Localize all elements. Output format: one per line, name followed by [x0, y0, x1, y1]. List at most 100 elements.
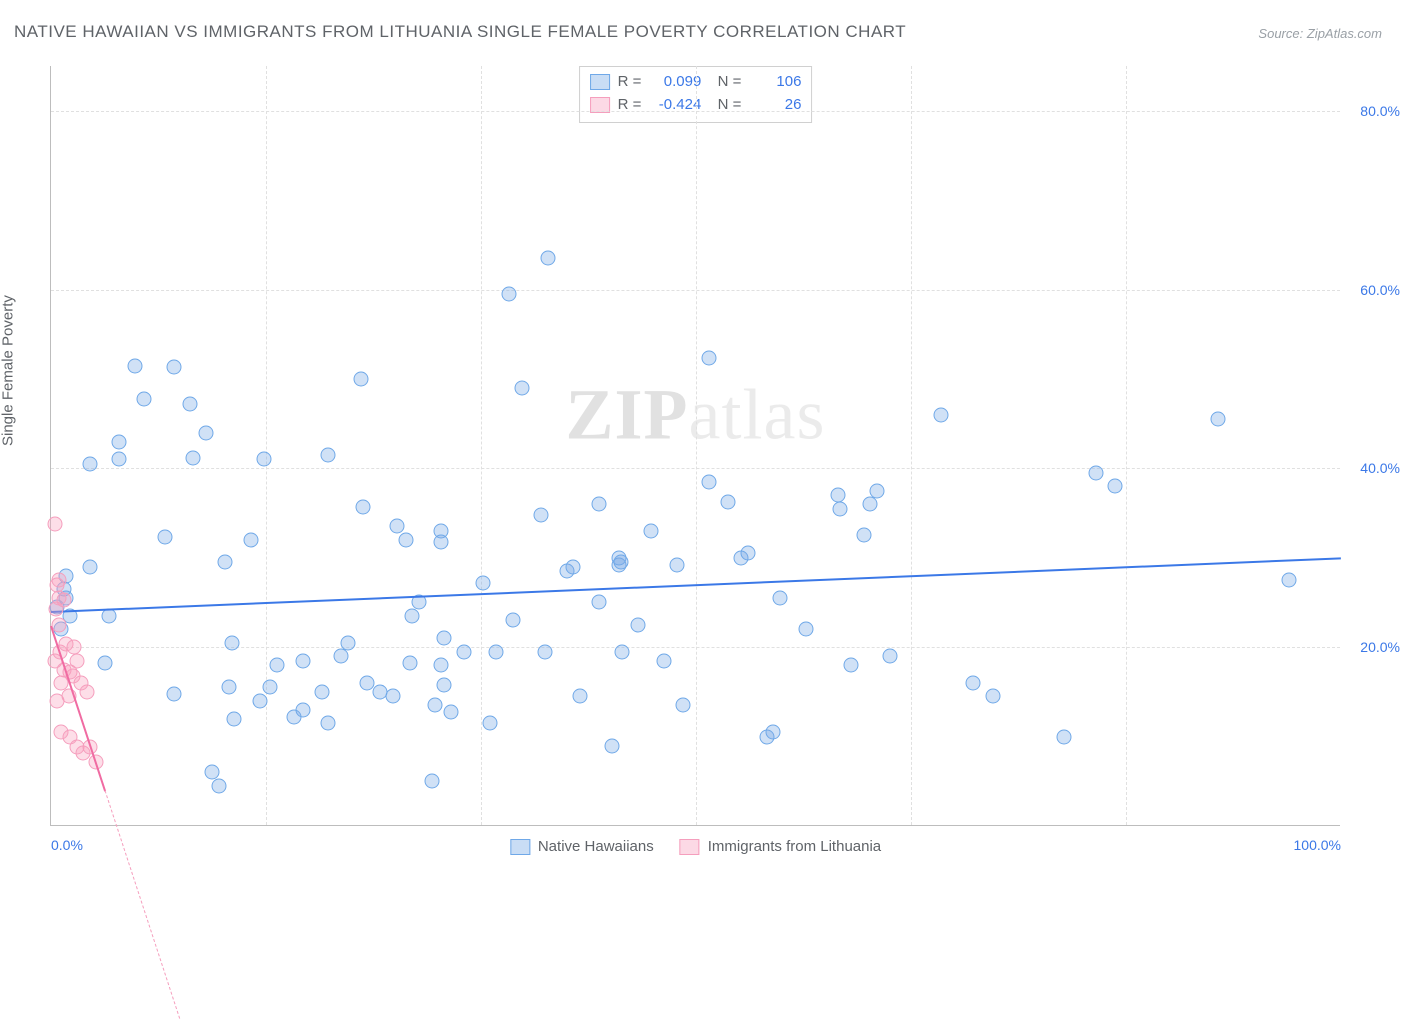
data-point — [605, 738, 620, 753]
watermark-light: atlas — [689, 375, 826, 455]
data-point — [69, 653, 84, 668]
data-point — [437, 631, 452, 646]
data-point — [656, 653, 671, 668]
data-point — [501, 287, 516, 302]
data-point — [437, 677, 452, 692]
data-point — [424, 774, 439, 789]
data-point — [572, 689, 587, 704]
data-point — [340, 635, 355, 650]
data-point — [243, 532, 258, 547]
data-point — [224, 635, 239, 650]
r-label: R = — [618, 94, 642, 117]
data-point — [966, 675, 981, 690]
n-value-pink: 26 — [749, 94, 801, 117]
legend-item-pink: Immigrants from Lithuania — [680, 838, 881, 855]
data-point — [314, 684, 329, 699]
data-point — [766, 725, 781, 740]
data-point — [398, 532, 413, 547]
source-name: ZipAtlas.com — [1307, 26, 1382, 41]
legend-swatch-pink-icon — [680, 839, 700, 855]
data-point — [433, 658, 448, 673]
source-attribution: Source: ZipAtlas.com — [1258, 26, 1382, 41]
data-point — [630, 617, 645, 632]
gridline-v — [911, 66, 912, 825]
data-point — [385, 689, 400, 704]
data-point — [934, 407, 949, 422]
data-point — [614, 555, 629, 570]
data-point — [514, 380, 529, 395]
data-point — [856, 528, 871, 543]
data-point — [592, 595, 607, 610]
gridline-v — [266, 66, 267, 825]
data-point — [218, 555, 233, 570]
legend-label-blue: Native Hawaiians — [538, 838, 654, 855]
data-point — [80, 684, 95, 699]
trend-line-extension — [105, 791, 181, 1019]
legend-label-pink: Immigrants from Lithuania — [708, 838, 881, 855]
data-point — [592, 497, 607, 512]
data-point — [295, 702, 310, 717]
data-point — [1088, 465, 1103, 480]
legend-swatch-blue-icon — [510, 839, 530, 855]
y-tick-label: 20.0% — [1345, 639, 1400, 655]
data-point — [482, 716, 497, 731]
series-legend: Native Hawaiians Immigrants from Lithuan… — [510, 838, 881, 855]
data-point — [985, 689, 1000, 704]
data-point — [798, 622, 813, 637]
data-point — [669, 557, 684, 572]
data-point — [222, 680, 237, 695]
data-point — [157, 530, 172, 545]
data-point — [456, 644, 471, 659]
data-point — [534, 507, 549, 522]
data-point — [211, 778, 226, 793]
data-point — [538, 644, 553, 659]
gridline-v — [696, 66, 697, 825]
data-point — [721, 495, 736, 510]
data-point — [540, 251, 555, 266]
gridline-v — [481, 66, 482, 825]
data-point — [82, 456, 97, 471]
y-tick-label: 40.0% — [1345, 460, 1400, 476]
data-point — [740, 546, 755, 561]
data-point — [843, 658, 858, 673]
data-point — [256, 452, 271, 467]
data-point — [227, 711, 242, 726]
data-point — [353, 371, 368, 386]
data-point — [405, 608, 420, 623]
data-point — [389, 519, 404, 534]
scatter-plot-area: ZIPatlas R = 0.099 N = 106 R = -0.424 N … — [50, 66, 1340, 826]
swatch-blue-icon — [590, 74, 610, 90]
data-point — [433, 534, 448, 549]
chart-title: NATIVE HAWAIIAN VS IMMIGRANTS FROM LITHU… — [14, 22, 906, 42]
legend-item-blue: Native Hawaiians — [510, 838, 654, 855]
data-point — [833, 501, 848, 516]
data-point — [183, 396, 198, 411]
data-point — [252, 693, 267, 708]
data-point — [356, 499, 371, 514]
x-tick-label: 0.0% — [51, 837, 83, 853]
x-tick-label: 100.0% — [1294, 837, 1341, 853]
watermark-bold: ZIP — [566, 375, 689, 455]
data-point — [428, 698, 443, 713]
data-point — [676, 698, 691, 713]
data-point — [56, 592, 71, 607]
data-point — [772, 591, 787, 606]
data-point — [701, 351, 716, 366]
n-label: N = — [709, 94, 741, 117]
source-label: Source: — [1258, 26, 1303, 41]
data-point — [263, 680, 278, 695]
n-label: N = — [709, 71, 741, 94]
data-point — [112, 434, 127, 449]
data-point — [443, 704, 458, 719]
r-value-blue: 0.099 — [649, 71, 701, 94]
data-point — [869, 483, 884, 498]
data-point — [476, 575, 491, 590]
y-tick-label: 60.0% — [1345, 282, 1400, 298]
data-point — [136, 391, 151, 406]
data-point — [334, 649, 349, 664]
data-point — [643, 523, 658, 538]
data-point — [863, 497, 878, 512]
data-point — [269, 658, 284, 673]
data-point — [1282, 573, 1297, 588]
data-point — [50, 693, 65, 708]
